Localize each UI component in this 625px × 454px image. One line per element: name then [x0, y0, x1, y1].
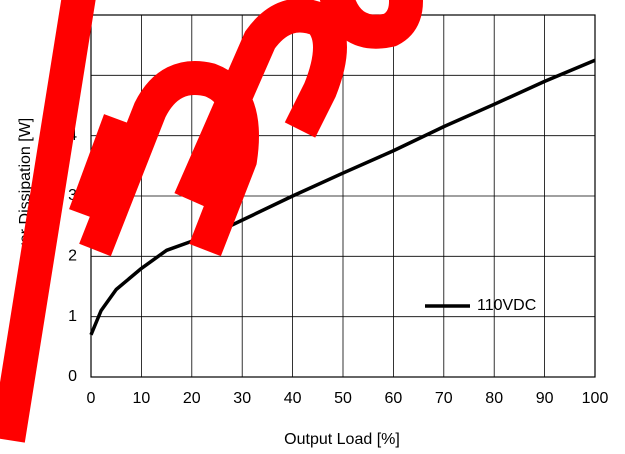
watermark-stroke [174, 0, 347, 207]
x-tick-label: 30 [233, 390, 251, 407]
x-tick-label: 50 [334, 390, 352, 407]
watermark-stroke [0, 0, 96, 443]
x-tick-label: 40 [284, 390, 302, 407]
x-tick-label: 90 [536, 390, 554, 407]
x-tick-label: 10 [133, 390, 151, 407]
watermark-stroke [69, 114, 136, 221]
x-tick-label: 60 [385, 390, 403, 407]
x-tick-label: 20 [183, 390, 201, 407]
legend-label: 110VDC [477, 297, 536, 314]
data-line [89, 58, 596, 336]
x-tick-label: 70 [435, 390, 453, 407]
y-tick-label: 2 [68, 248, 77, 265]
y-tick-label: 1 [68, 308, 77, 325]
watermark [0, 0, 423, 443]
watermark-stroke [319, 0, 423, 49]
x-axis-label: Output Load [%] [284, 431, 400, 448]
x-tick-label: 0 [87, 390, 96, 407]
y-tick-label: 0 [68, 368, 77, 385]
x-tick-label: 100 [582, 390, 609, 407]
watermark-stroke [79, 61, 259, 257]
y-tick-label: 3 [68, 187, 77, 204]
x-tick-label: 80 [485, 390, 503, 407]
